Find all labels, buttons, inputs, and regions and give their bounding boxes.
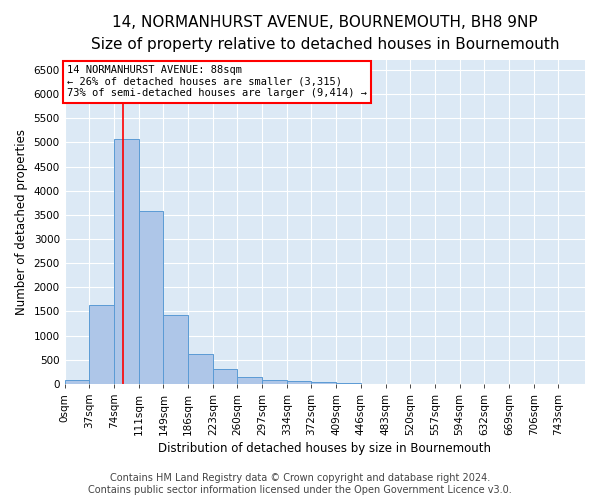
Bar xyxy=(311,382,336,384)
Bar xyxy=(188,354,213,384)
Bar xyxy=(213,369,238,384)
Bar xyxy=(262,380,287,384)
Text: Contains HM Land Registry data © Crown copyright and database right 2024.
Contai: Contains HM Land Registry data © Crown c… xyxy=(88,474,512,495)
Title: 14, NORMANHURST AVENUE, BOURNEMOUTH, BH8 9NP
Size of property relative to detach: 14, NORMANHURST AVENUE, BOURNEMOUTH, BH8… xyxy=(91,15,559,52)
Bar xyxy=(65,380,89,384)
Bar xyxy=(238,377,262,384)
Bar xyxy=(336,382,361,384)
X-axis label: Distribution of detached houses by size in Bournemouth: Distribution of detached houses by size … xyxy=(158,442,491,455)
Bar xyxy=(89,304,114,384)
Bar xyxy=(139,210,163,384)
Text: 14 NORMANHURST AVENUE: 88sqm
← 26% of detached houses are smaller (3,315)
73% of: 14 NORMANHURST AVENUE: 88sqm ← 26% of de… xyxy=(67,65,367,98)
Bar xyxy=(163,316,188,384)
Bar xyxy=(114,138,139,384)
Bar xyxy=(287,381,311,384)
Y-axis label: Number of detached properties: Number of detached properties xyxy=(15,129,28,315)
